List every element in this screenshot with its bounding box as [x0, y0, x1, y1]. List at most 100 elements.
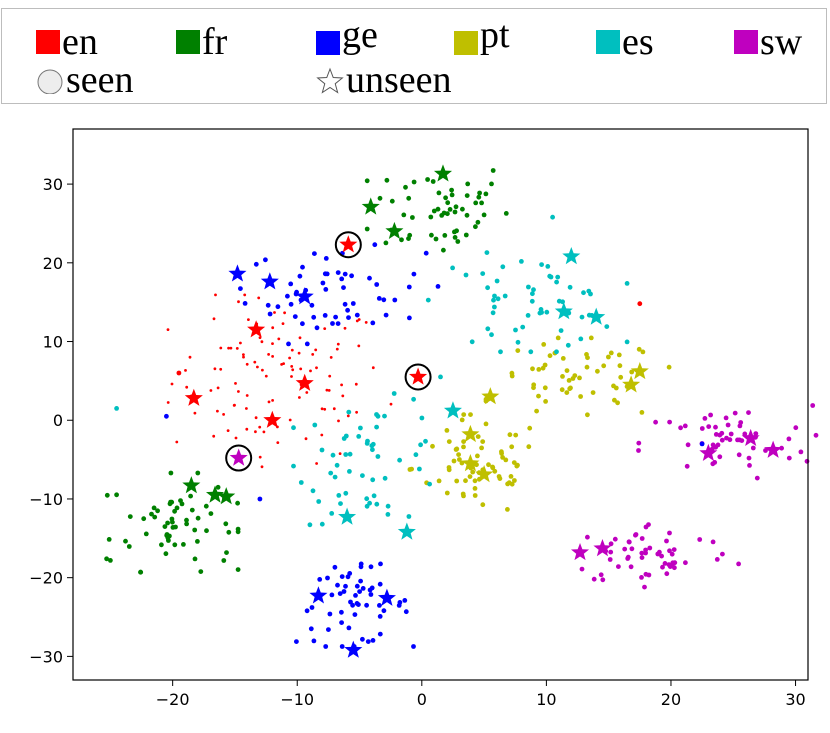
data-point-es — [624, 281, 630, 286]
data-point-es — [438, 374, 443, 380]
data-point-sw — [646, 522, 651, 527]
data-point-fr — [428, 214, 434, 220]
scatter-plot: −20 −10 0 10 20 30 −30 −20 −10 0 10 20 30 — [29, 128, 819, 709]
data-point-es — [498, 349, 503, 355]
data-point-ge — [332, 564, 338, 570]
data-point-es — [538, 307, 544, 312]
data-point-ge — [238, 286, 243, 291]
data-point-pt — [606, 354, 611, 360]
data-point-fr — [435, 206, 441, 212]
data-point-fr — [174, 505, 180, 511]
legend-item-seen: seen — [36, 61, 134, 99]
data-point-en — [276, 441, 280, 444]
data-point-en — [329, 356, 333, 359]
data-point-fr — [172, 508, 178, 514]
data-point-ge — [370, 638, 376, 643]
data-point-sw — [717, 454, 723, 460]
data-point-en — [264, 374, 268, 378]
star-point-en — [247, 320, 266, 338]
data-point-pt — [454, 478, 460, 484]
star-point-fr — [385, 221, 404, 240]
data-point-pt — [451, 458, 457, 464]
data-point-ge — [699, 441, 705, 447]
data-point-pt — [496, 474, 502, 479]
data-point-en — [213, 367, 217, 371]
data-point-en — [291, 368, 295, 372]
data-point-pt — [568, 385, 573, 391]
data-point-en — [340, 383, 343, 387]
data-point-es — [382, 413, 387, 419]
data-point-en — [271, 399, 274, 402]
data-point-ge — [377, 581, 383, 587]
data-point-ge — [339, 574, 345, 579]
data-point-pt — [509, 444, 515, 450]
data-point-pt — [555, 335, 561, 341]
data-point-es — [418, 442, 423, 448]
data-point-pt — [601, 363, 607, 369]
data-point-es — [347, 451, 353, 457]
data-point-pt — [457, 457, 462, 462]
legend-label-unseen: unseen — [346, 59, 452, 101]
data-point-en — [233, 403, 236, 407]
data-point-es — [374, 424, 379, 430]
data-point-sw — [639, 550, 645, 556]
data-point-ge — [368, 564, 374, 570]
data-point-sw — [626, 539, 632, 545]
data-point-pt — [512, 478, 517, 483]
data-point-pt — [515, 462, 520, 468]
data-point-sw — [706, 424, 712, 429]
data-point-en — [338, 452, 342, 455]
data-point-sw — [591, 576, 597, 582]
data-point-ge — [342, 301, 348, 307]
data-point-fr — [384, 177, 390, 183]
data-point-fr — [439, 213, 445, 218]
data-point-pt — [490, 465, 496, 471]
data-point-ge — [357, 589, 362, 594]
legend-label-seen: seen — [66, 59, 134, 101]
data-point-pt — [470, 469, 476, 475]
data-point-ge — [335, 270, 341, 275]
data-point-fr — [167, 501, 173, 507]
data-point-pt — [595, 368, 600, 374]
star-point-fr — [205, 485, 225, 503]
data-point-es — [550, 214, 555, 220]
data-point-es — [312, 422, 318, 428]
star-point-fr — [433, 164, 453, 182]
data-point-sw — [728, 431, 734, 437]
star-point-ge — [377, 588, 396, 606]
data-point-fr — [429, 232, 434, 238]
data-point-en — [258, 425, 262, 429]
star-point-sw — [764, 440, 783, 458]
data-point-en — [323, 407, 327, 411]
data-point-fr — [452, 209, 458, 215]
data-point-fr — [188, 493, 194, 499]
data-point-es — [495, 296, 501, 302]
data-point-es — [502, 293, 508, 299]
circle-icon — [37, 69, 63, 94]
data-point-ge — [265, 302, 271, 308]
data-point-sw — [736, 452, 742, 458]
data-point-ge — [354, 312, 360, 318]
star-point-es — [397, 522, 416, 540]
data-point-ge — [326, 627, 331, 632]
data-point-fr — [433, 236, 439, 242]
data-point-fr — [141, 516, 147, 522]
data-point-en — [288, 356, 291, 360]
data-point-ge — [292, 314, 298, 319]
data-point-ge — [327, 611, 333, 617]
data-point-sw — [746, 410, 751, 415]
data-point-en — [227, 346, 231, 350]
data-point-ge — [381, 297, 387, 303]
seen-circle — [404, 363, 432, 391]
legend-swatch-fr — [176, 30, 200, 54]
data-point-pt — [527, 425, 533, 431]
data-point-fr — [179, 501, 185, 507]
data-point-pt — [588, 335, 594, 341]
data-point-fr — [226, 529, 232, 535]
x-tick-label: −20 — [156, 690, 190, 709]
data-point-fr — [443, 195, 448, 201]
data-point-ge — [339, 609, 344, 615]
data-point-en — [335, 347, 339, 351]
data-point-fr — [106, 537, 112, 542]
data-point-ge — [320, 280, 326, 286]
